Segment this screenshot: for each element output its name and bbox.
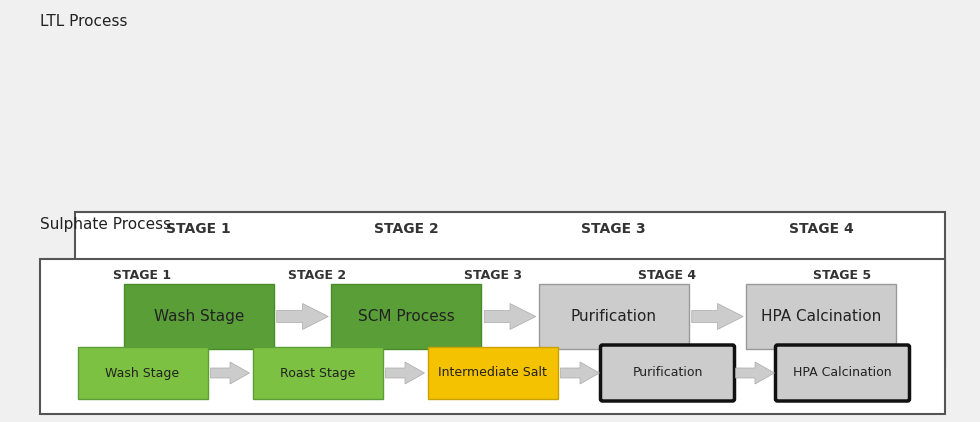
Text: SCM Process: SCM Process [358,309,455,324]
Polygon shape [484,303,536,330]
Text: HPA Calcination: HPA Calcination [793,366,892,379]
Polygon shape [561,362,600,384]
Polygon shape [692,303,743,330]
Text: STAGE 1: STAGE 1 [114,269,172,282]
FancyBboxPatch shape [775,345,909,401]
Text: STAGE 4: STAGE 4 [789,222,854,236]
Text: STAGE 3: STAGE 3 [464,269,521,282]
Polygon shape [276,303,328,330]
Text: STAGE 1: STAGE 1 [167,222,231,236]
Text: Wash Stage: Wash Stage [154,309,244,324]
Text: Roast Stage: Roast Stage [280,366,355,379]
Text: HPA Calcination: HPA Calcination [761,309,881,324]
FancyBboxPatch shape [75,212,945,367]
Text: Wash Stage: Wash Stage [106,366,179,379]
Text: STAGE 5: STAGE 5 [813,269,871,282]
FancyBboxPatch shape [40,259,945,414]
FancyBboxPatch shape [253,347,382,399]
Text: Sulphate Process: Sulphate Process [40,217,172,232]
Text: LTL Process: LTL Process [40,14,127,29]
FancyBboxPatch shape [77,347,208,399]
Text: STAGE 2: STAGE 2 [288,269,347,282]
Polygon shape [211,362,250,384]
Text: STAGE 4: STAGE 4 [638,269,697,282]
FancyBboxPatch shape [331,284,481,349]
Polygon shape [385,362,424,384]
Text: Purification: Purification [632,366,703,379]
FancyBboxPatch shape [539,284,689,349]
Text: Purification: Purification [570,309,657,324]
FancyBboxPatch shape [746,284,897,349]
FancyBboxPatch shape [427,347,558,399]
FancyBboxPatch shape [601,345,734,401]
Text: Intermediate Salt: Intermediate Salt [438,366,547,379]
Text: STAGE 3: STAGE 3 [581,222,646,236]
Polygon shape [736,362,774,384]
Text: STAGE 2: STAGE 2 [374,222,439,236]
FancyBboxPatch shape [123,284,273,349]
